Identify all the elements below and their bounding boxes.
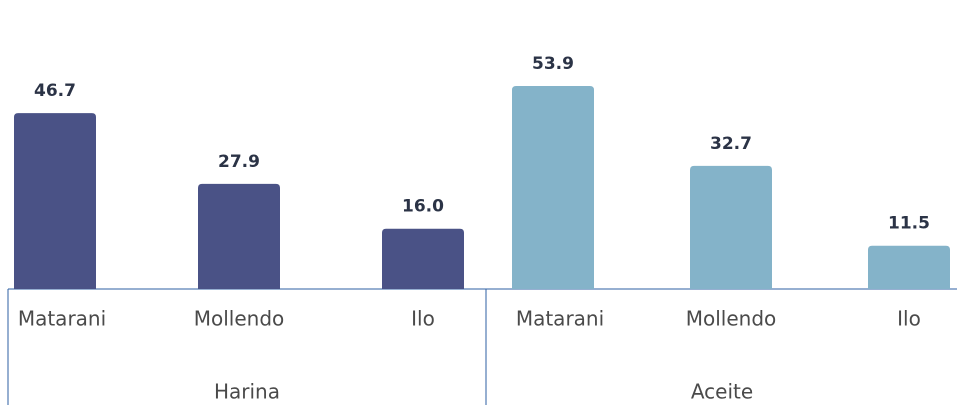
group-label: Aceite	[691, 380, 753, 404]
bar	[690, 165, 772, 289]
category-label: Matarani	[516, 307, 604, 331]
value-label: 16.0	[402, 197, 444, 217]
category-label: Ilo	[411, 307, 435, 331]
bar	[382, 228, 464, 289]
category-label: Ilo	[897, 307, 921, 331]
value-label: 32.7	[710, 134, 752, 154]
category-label: Mollendo	[686, 307, 777, 331]
value-label: 27.9	[218, 152, 260, 172]
category-label: Mollendo	[194, 307, 285, 331]
bar	[868, 245, 950, 289]
bar	[198, 183, 280, 289]
bar	[14, 113, 96, 289]
value-label: 46.7	[34, 81, 76, 101]
value-label: 11.5	[888, 214, 930, 234]
bar	[512, 86, 594, 289]
group-label: Harina	[214, 380, 280, 404]
category-label: Matarani	[18, 307, 106, 331]
value-label: 53.9	[532, 54, 574, 74]
